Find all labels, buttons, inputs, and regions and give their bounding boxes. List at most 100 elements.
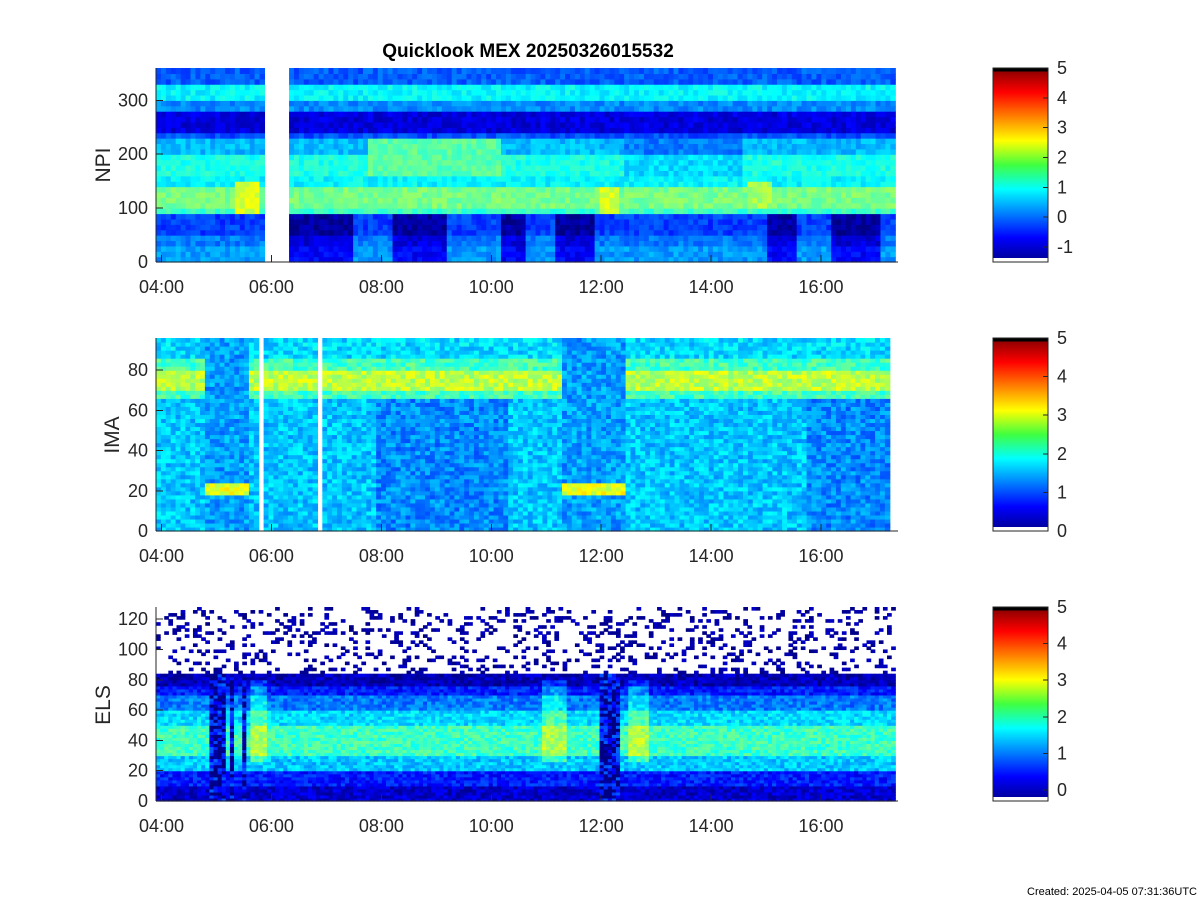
spectrogram-cell <box>191 192 197 198</box>
spectrogram-cell <box>383 133 389 139</box>
spectrogram-cell <box>856 219 862 225</box>
spectrogram-cell <box>333 219 339 225</box>
spectrogram-cell <box>639 240 645 246</box>
spectrogram-cell <box>816 181 822 187</box>
spectrogram-cell <box>255 68 261 74</box>
spectrogram-cell <box>792 176 798 182</box>
spectrogram-cell <box>609 176 615 182</box>
spectrogram-cell <box>412 176 418 182</box>
spectrogram-cell <box>442 100 448 106</box>
spectrogram-cell <box>402 240 408 246</box>
spectrogram-cell <box>728 170 734 176</box>
spectrogram-cell <box>649 224 655 230</box>
spectrogram-cell <box>235 73 241 79</box>
spectrogram-cell <box>560 170 566 176</box>
spectrogram-cell <box>462 197 468 203</box>
spectrogram-cell <box>540 246 546 252</box>
spectrogram-cell <box>397 214 403 220</box>
spectrogram-cell <box>767 176 773 182</box>
spectrogram-cell <box>693 160 699 166</box>
spectrogram-cell <box>777 240 783 246</box>
spectrogram-cell <box>363 176 369 182</box>
spectrogram-cell <box>526 117 532 123</box>
spectrogram-cell <box>757 219 763 225</box>
spectrogram-cell <box>861 143 867 149</box>
spectrogram-cell <box>659 219 665 225</box>
spectrogram-cell <box>738 170 744 176</box>
spectrogram-cell <box>831 165 837 171</box>
spectrogram-cell <box>422 224 428 230</box>
spectrogram-cell <box>708 106 714 112</box>
spectrogram-cell <box>654 176 660 182</box>
spectrogram-cell <box>703 160 709 166</box>
spectrogram-cell <box>772 219 778 225</box>
spectrogram-cell <box>575 230 581 236</box>
spectrogram-cell <box>831 122 837 128</box>
spectrogram-cell <box>821 127 827 133</box>
spectrogram-cell <box>802 251 808 257</box>
spectrogram-cell <box>309 165 315 171</box>
spectrogram-cell <box>363 149 369 155</box>
spectrogram-cell <box>545 240 551 246</box>
spectrogram-cell <box>540 224 546 230</box>
spectrogram-cell <box>516 154 522 160</box>
spectrogram-cell <box>471 84 477 90</box>
spectrogram-cell <box>752 240 758 246</box>
spectrogram-cell <box>669 84 675 90</box>
spectrogram-cell <box>757 251 763 257</box>
spectrogram-cell <box>851 197 857 203</box>
spectrogram-cell <box>388 251 394 257</box>
spectrogram-cell <box>570 235 576 241</box>
spectrogram-cell <box>205 127 211 133</box>
spectrogram-cell <box>343 224 349 230</box>
spectrogram-cell <box>713 214 719 220</box>
spectrogram-cell <box>176 154 182 160</box>
spectrogram-cell <box>427 133 433 139</box>
spectrogram-cell <box>644 165 650 171</box>
spectrogram-cell <box>358 90 364 96</box>
spectrogram-cell <box>304 203 310 209</box>
spectrogram-cell <box>585 192 591 198</box>
spectrogram-cell <box>412 246 418 252</box>
spectrogram-cell <box>181 251 187 257</box>
spectrogram-cell <box>343 111 349 117</box>
spectrogram-cell <box>531 84 537 90</box>
spectrogram-cell <box>713 246 719 252</box>
spectrogram-cell <box>733 219 739 225</box>
spectrogram-cell <box>723 187 729 193</box>
spectrogram-cell <box>526 160 532 166</box>
spectrogram-cell <box>590 246 596 252</box>
spectrogram-cell <box>590 170 596 176</box>
spectrogram-cell <box>299 149 305 155</box>
spectrogram-cell <box>289 214 295 220</box>
spectrogram-cell <box>728 197 734 203</box>
spectrogram-cell <box>678 208 684 214</box>
spectrogram-cell <box>348 95 354 101</box>
spectrogram-cell <box>511 68 517 74</box>
spectrogram-cell <box>324 170 330 176</box>
spectrogram-cell <box>205 117 211 123</box>
spectrogram-cell <box>309 143 315 149</box>
spectrogram-cell <box>683 192 689 198</box>
spectrogram-cell <box>304 122 310 128</box>
spectrogram-cell <box>545 68 551 74</box>
spectrogram-cell <box>195 165 201 171</box>
spectrogram-cell <box>718 143 724 149</box>
spectrogram-cell <box>624 240 630 246</box>
spectrogram-cell <box>526 90 532 96</box>
spectrogram-cell <box>614 127 620 133</box>
spectrogram-cell <box>496 127 502 133</box>
spectrogram-cell <box>703 79 709 85</box>
spectrogram-cell <box>324 219 330 225</box>
spectrogram-cell <box>585 224 591 230</box>
spectrogram-cell <box>565 138 571 144</box>
spectrogram-cell <box>580 240 586 246</box>
spectrogram-cell <box>407 240 413 246</box>
spectrogram-cell <box>205 122 211 128</box>
spectrogram-cell <box>856 192 862 198</box>
spectrogram-cell <box>466 208 472 214</box>
spectrogram-cell <box>255 143 261 149</box>
spectrogram-cell <box>260 203 266 209</box>
spectrogram-cell <box>688 154 694 160</box>
spectrogram-cell <box>718 84 724 90</box>
